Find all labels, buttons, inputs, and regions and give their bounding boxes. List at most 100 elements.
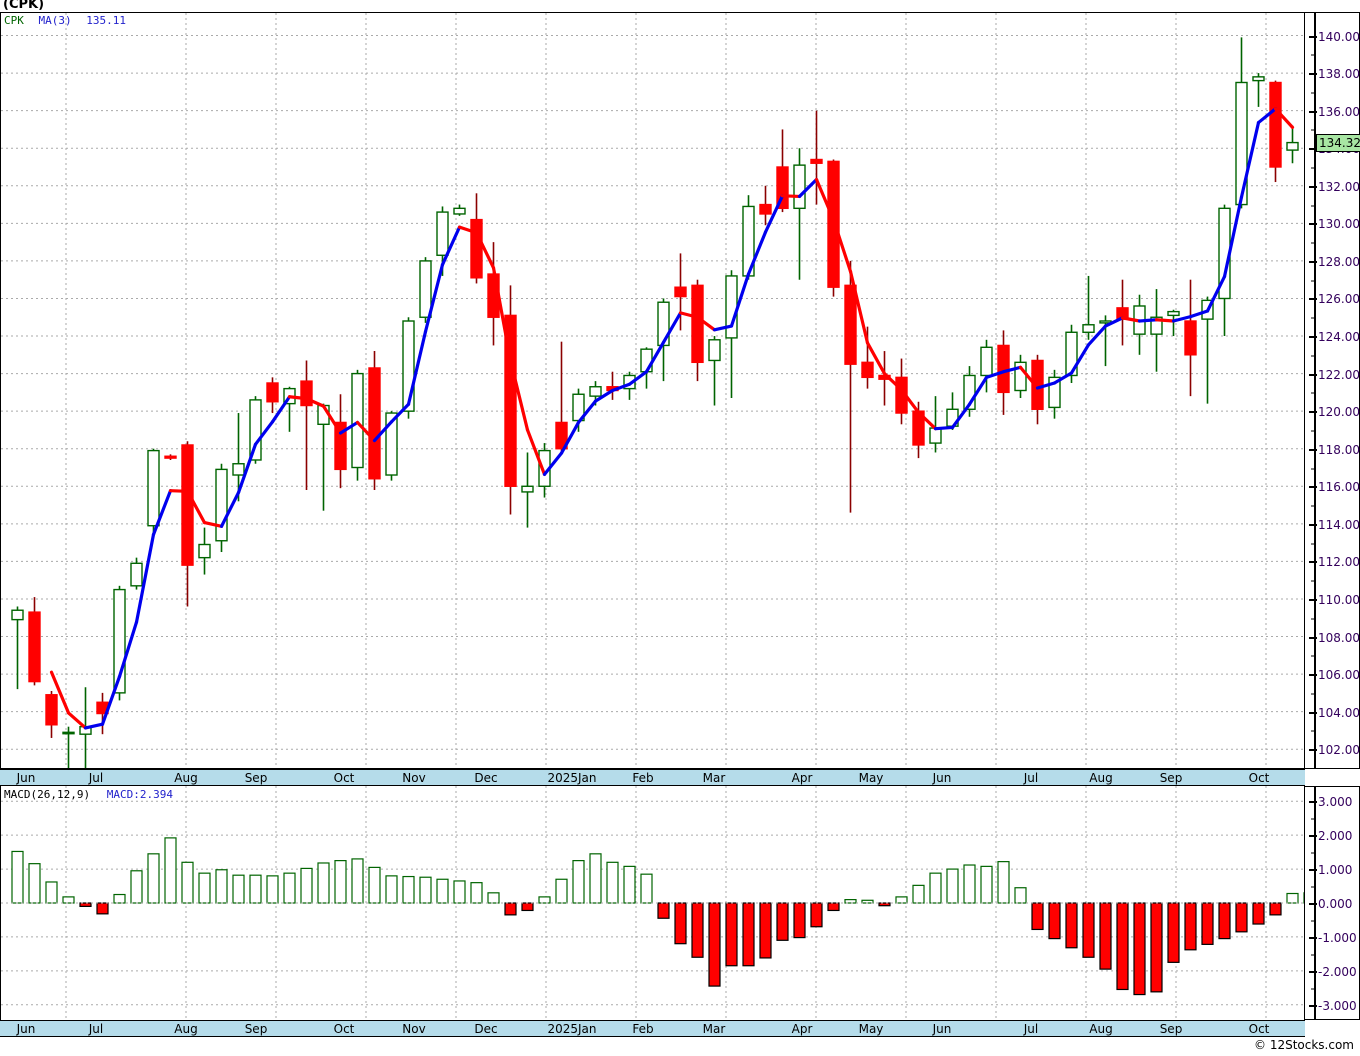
month-label-top: Jun [932, 771, 952, 785]
copyright-notice: © 12Stocks.com [1254, 1038, 1354, 1052]
macd-tick-label: -3.000 [1318, 998, 1357, 1013]
price-tick-label: 122.00 [1318, 367, 1360, 382]
macd-tick-mark [1309, 869, 1317, 872]
price-y-axis: 140.00138.00136.00134.00132.00130.00128.… [1305, 12, 1360, 769]
month-label-bottom: Oct [333, 1022, 355, 1036]
price-tick-mark [1309, 73, 1317, 76]
x-axis-month-band-top: Jun Jul Aug Sep Oct Nov Dec 2025Jan Feb Mar Apr May… [0, 769, 1305, 786]
price-tick-mark [1309, 110, 1317, 113]
price-tick-mark [1309, 598, 1317, 601]
macd-tick-mark [1309, 801, 1317, 804]
price-tick-label: 120.00 [1318, 405, 1360, 420]
price-tick-minor [1311, 693, 1316, 695]
month-label-bottom: Apr [791, 1022, 813, 1036]
macd-tick-minor [1311, 886, 1316, 888]
price-tick-label: 118.00 [1318, 442, 1360, 457]
price-tick-mark [1309, 185, 1317, 188]
macd-tick-mark [1309, 903, 1317, 905]
month-label-top: Oct [333, 771, 355, 785]
price-tick-minor [1311, 129, 1316, 131]
price-tick-label: 106.00 [1318, 668, 1360, 683]
month-label-top: Jul [1023, 771, 1039, 785]
price-tick-minor [1311, 355, 1316, 357]
month-label-bottom: 2025Jan [547, 1022, 597, 1036]
legend-ma-label: MA(3) [38, 14, 72, 27]
price-tick-mark [1309, 411, 1317, 414]
price-tick-minor [1311, 543, 1316, 545]
month-label-top: Apr [791, 771, 813, 785]
month-label-bottom: Feb [632, 1022, 654, 1036]
month-label-top: 2025Jan [547, 771, 597, 785]
price-tick-mark [1309, 373, 1317, 376]
month-label-bottom: May [858, 1022, 884, 1036]
macd-tick-minor [1311, 852, 1316, 854]
month-label-bottom: Aug [1089, 1022, 1113, 1036]
price-tick-mark [1309, 561, 1317, 564]
price-tick-label: 124.00 [1318, 330, 1360, 345]
macd-legend-value: MACD:2.394 [106, 788, 173, 801]
price-tick-label: 128.00 [1318, 254, 1360, 269]
price-tick-minor [1311, 167, 1316, 169]
macd-legend-label: MACD(26,12,9) [4, 788, 91, 801]
price-tick-mark [1309, 523, 1317, 526]
price-tick-mark [1309, 711, 1317, 714]
price-tick-label: 136.00 [1318, 104, 1360, 119]
month-label-bottom: Oct [1248, 1022, 1270, 1036]
month-label-bottom: Nov [402, 1022, 426, 1036]
month-label-bottom: Jul [88, 1022, 104, 1036]
price-tick-label: 126.00 [1318, 292, 1360, 307]
month-label-top: Feb [632, 771, 654, 785]
price-tick-minor [1311, 317, 1316, 319]
macd-tick-label: 0.000 [1318, 897, 1353, 911]
price-tick-minor [1311, 92, 1316, 94]
month-label-top: Dec [474, 771, 498, 785]
price-tick-minor [1311, 730, 1316, 732]
price-tick-minor [1311, 280, 1316, 282]
month-label-bottom: Mar [702, 1022, 726, 1036]
price-tick-minor [1311, 468, 1316, 469]
month-label-bottom: Jun [932, 1022, 952, 1036]
price-tick-minor [1311, 505, 1316, 507]
macd-indicator-panel[interactable] [0, 786, 1305, 1020]
price-tick-mark [1309, 35, 1317, 38]
macd-tick-label: 2.000 [1318, 829, 1353, 844]
month-label-bottom: Sep [244, 1022, 268, 1036]
price-tick-mark [1309, 336, 1317, 339]
price-tick-label: 104.00 [1318, 705, 1360, 720]
price-tick-minor [1311, 430, 1316, 432]
macd-tick-minor [1311, 954, 1316, 956]
month-label-top: Aug [1089, 771, 1113, 785]
macd-tick-label: 3.000 [1318, 795, 1353, 810]
title-strip: (CPK) [0, 0, 1360, 12]
legend-symbol: CPK [4, 14, 24, 27]
price-tick-label: 108.00 [1318, 630, 1360, 645]
x-axis-month-band-bottom: Jun Jul Aug Sep Oct Nov Dec 2025Jan Feb Mar Apr May… [0, 1020, 1305, 1037]
price-tick-mark [1309, 448, 1317, 451]
macd-tick-label: 1.000 [1318, 863, 1353, 878]
price-tick-minor [1311, 655, 1316, 657]
month-label-top: Jul [88, 771, 104, 785]
macd-tick-mark [1309, 970, 1317, 973]
month-label-top: Nov [402, 771, 426, 785]
price-tick-mark [1309, 223, 1317, 226]
price-tick-label: 138.00 [1318, 67, 1360, 82]
price-tick-label: 112.00 [1318, 555, 1360, 570]
price-tick-mark [1309, 260, 1317, 263]
macd-tick-label: -2.000 [1318, 964, 1357, 979]
last-price-badge: 134.32 [1316, 134, 1360, 153]
month-label-top: Jun [16, 771, 36, 785]
month-label-bottom: Sep [1159, 1022, 1183, 1036]
price-chart-panel[interactable] [0, 12, 1305, 769]
price-tick-mark [1309, 148, 1317, 151]
price-tick-label: 114.00 [1318, 517, 1360, 532]
price-tick-label: 116.00 [1318, 480, 1360, 495]
price-tick-mark [1309, 486, 1317, 489]
price-tick-minor [1311, 392, 1316, 394]
price-tick-minor [1311, 242, 1316, 244]
macd-tick-minor [1311, 818, 1316, 820]
price-tick-mark [1309, 674, 1317, 677]
month-label-bottom: Dec [474, 1022, 498, 1036]
price-tick-mark [1309, 749, 1317, 752]
price-tick-label: 140.00 [1318, 29, 1360, 44]
